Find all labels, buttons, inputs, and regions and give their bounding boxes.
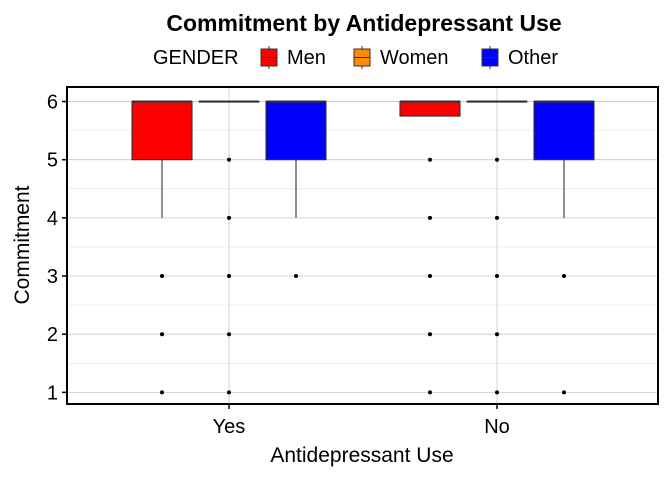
outlier-point xyxy=(227,158,231,162)
outlier-point xyxy=(227,390,231,394)
outlier-point xyxy=(227,216,231,220)
legend-item-women: Women xyxy=(354,46,449,69)
box-men-yes xyxy=(132,102,192,395)
box-other-yes xyxy=(266,102,326,278)
legend-label: Women xyxy=(380,47,449,69)
box-body xyxy=(534,102,594,160)
outlier-point xyxy=(160,390,164,394)
y-tick-label: 6 xyxy=(47,92,58,114)
legend-item-men: Men xyxy=(261,46,326,69)
outlier-point xyxy=(428,274,432,278)
y-tick-label: 2 xyxy=(47,324,58,346)
x-tick-label: Yes xyxy=(213,416,246,438)
outlier-point xyxy=(227,274,231,278)
outlier-point xyxy=(495,332,499,336)
outlier-point xyxy=(160,332,164,336)
legend-item-other: Other xyxy=(482,46,558,69)
box-body xyxy=(266,102,326,160)
outlier-point xyxy=(562,390,566,394)
outlier-point xyxy=(495,158,499,162)
outlier-point xyxy=(160,274,164,278)
boxes xyxy=(132,102,594,395)
y-tick-label: 3 xyxy=(47,266,58,288)
y-axis-title: Commitment xyxy=(11,185,34,304)
legend: GENDER Men Women Other xyxy=(153,46,558,69)
legend-label: Other xyxy=(508,47,558,69)
outlier-point xyxy=(428,158,432,162)
x-axis-title: Antidepressant Use xyxy=(270,444,453,467)
y-tick-label: 5 xyxy=(47,150,58,172)
box-body xyxy=(400,102,460,117)
legend-title: GENDER xyxy=(153,47,239,69)
outlier-point xyxy=(495,216,499,220)
outlier-point xyxy=(294,274,298,278)
box-body xyxy=(132,102,192,160)
chart-title: Commitment by Antidepressant Use xyxy=(166,10,561,36)
outlier-point xyxy=(562,274,566,278)
outlier-point xyxy=(227,332,231,336)
box-other-no xyxy=(534,102,594,395)
y-tick-label: 1 xyxy=(47,382,58,404)
x-tick-label: No xyxy=(484,416,510,438)
y-tick-label: 4 xyxy=(47,208,58,230)
outlier-point xyxy=(428,216,432,220)
outlier-point xyxy=(495,390,499,394)
outlier-point xyxy=(428,332,432,336)
outlier-point xyxy=(495,274,499,278)
outlier-point xyxy=(428,390,432,394)
box-men-no xyxy=(400,102,460,395)
legend-label: Men xyxy=(287,47,326,69)
